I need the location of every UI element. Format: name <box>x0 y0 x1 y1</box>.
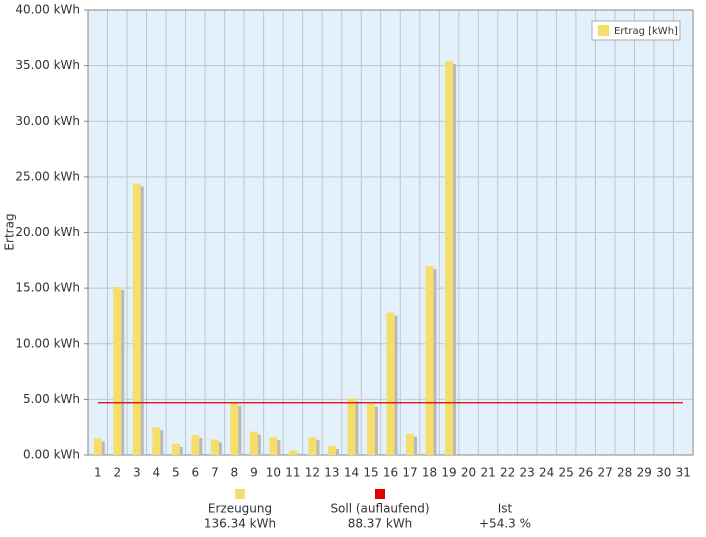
summary-value: 136.34 kWh <box>204 517 276 531</box>
bar <box>386 312 395 455</box>
legend-label: Ertrag [kWh] <box>614 26 678 37</box>
summary-label: Erzeugung <box>208 502 272 516</box>
x-tick-label: 22 <box>500 466 515 480</box>
x-tick-label: 8 <box>231 466 239 480</box>
bar <box>445 61 454 456</box>
x-tick-label: 17 <box>402 466 417 480</box>
bar <box>269 437 278 455</box>
x-tick-label: 31 <box>676 466 691 480</box>
x-tick-label: 28 <box>617 466 632 480</box>
bar <box>93 438 102 455</box>
summary-swatch <box>235 489 245 499</box>
bar <box>425 265 434 455</box>
y-tick-label: 40.00 kWh <box>15 3 80 17</box>
summary-swatch <box>375 489 385 499</box>
x-tick-label: 23 <box>519 466 534 480</box>
x-tick-label: 25 <box>559 466 574 480</box>
bar <box>152 427 161 455</box>
bar <box>288 450 297 455</box>
y-tick-label: 25.00 kWh <box>15 169 80 183</box>
x-tick-label: 10 <box>266 466 281 480</box>
y-tick-label: 35.00 kWh <box>15 58 80 72</box>
x-tick-label: 12 <box>305 466 320 480</box>
bar <box>171 443 180 455</box>
bar <box>132 183 141 456</box>
summary-value: 88.37 kWh <box>348 517 413 531</box>
y-tick-label: 5.00 kWh <box>23 392 80 406</box>
x-tick-label: 4 <box>152 466 160 480</box>
legend-box <box>591 20 681 41</box>
x-tick-label: 11 <box>285 466 300 480</box>
x-tick-label: 20 <box>461 466 476 480</box>
summary-label: Soll (auflaufend) <box>330 502 429 516</box>
bar <box>191 434 200 455</box>
y-tick-label: 15.00 kWh <box>15 281 80 295</box>
x-tick-label: 3 <box>133 466 141 480</box>
x-tick-label: 2 <box>113 466 121 480</box>
x-tick-label: 1 <box>94 466 102 480</box>
summary-label: Ist <box>498 502 513 516</box>
x-tick-label: 16 <box>383 466 398 480</box>
y-tick-label: 0.00 kWh <box>23 448 80 462</box>
x-tick-label: 29 <box>637 466 652 480</box>
bar <box>249 431 258 455</box>
bar <box>406 433 415 455</box>
bar <box>366 403 375 455</box>
summary-value: +54.3 % <box>479 517 531 531</box>
x-tick-label: 7 <box>211 466 219 480</box>
x-tick-label: 9 <box>250 466 258 480</box>
x-tick-label: 27 <box>598 466 613 480</box>
x-tick-label: 5 <box>172 466 180 480</box>
bar <box>230 402 239 455</box>
x-tick-label: 15 <box>363 466 378 480</box>
y-tick-label: 20.00 kWh <box>15 225 80 239</box>
y-tick-label: 10.00 kWh <box>15 336 80 350</box>
bar <box>347 398 356 455</box>
bar <box>210 439 219 455</box>
x-tick-label: 19 <box>441 466 456 480</box>
x-tick-label: 13 <box>324 466 339 480</box>
legend-swatch <box>598 25 609 36</box>
x-tick-label: 14 <box>344 466 359 480</box>
bar <box>113 287 122 455</box>
x-tick-label: 6 <box>192 466 200 480</box>
bar <box>327 446 336 455</box>
x-tick-label: 30 <box>656 466 671 480</box>
y-axis-title: Ertrag <box>3 213 17 250</box>
y-tick-label: 30.00 kWh <box>15 114 80 128</box>
bar <box>308 437 317 455</box>
x-tick-label: 21 <box>480 466 495 480</box>
x-tick-label: 18 <box>422 466 437 480</box>
x-tick-label: 24 <box>539 466 554 480</box>
x-tick-label: 26 <box>578 466 593 480</box>
